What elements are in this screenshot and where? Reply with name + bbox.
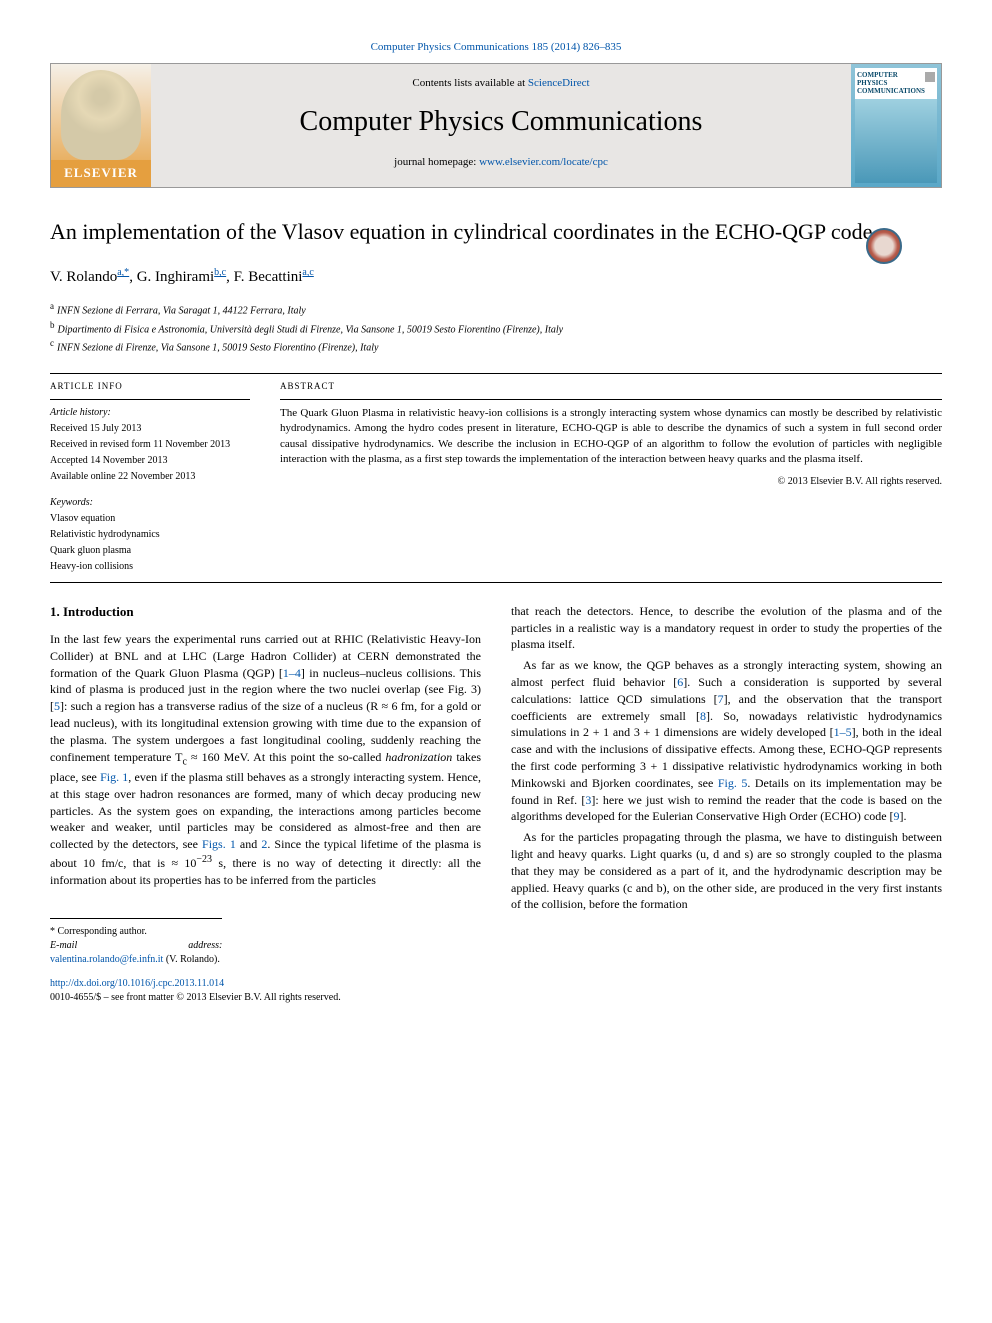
title-block: An implementation of the Vlasov equation… (50, 218, 942, 247)
intro-para-1: In the last few years the experimental r… (50, 631, 481, 889)
email-link[interactable]: valentina.rolando@fe.infn.it (50, 954, 163, 965)
doi-rest: 0010-4655/$ – see front matter © 2013 El… (50, 992, 341, 1003)
keyword-3: Heavy-ion collisions (50, 560, 250, 574)
ref-7[interactable]: 7 (718, 692, 724, 706)
column-right: that reach the detectors. Hence, to desc… (511, 603, 942, 968)
ref-6[interactable]: 6 (677, 675, 683, 689)
cover-title: COMPUTER PHYSICS COMMUNICATIONS (855, 68, 937, 99)
section-1-heading: 1. Introduction (50, 603, 481, 621)
affil-a: aINFN Sezione di Ferrara, Via Saragat 1,… (50, 300, 942, 318)
abstract: ABSTRACT The Quark Gluon Plasma in relat… (280, 380, 942, 576)
author-0: V. Rolandoa,* (50, 269, 129, 285)
elsevier-label: ELSEVIER (51, 160, 151, 186)
history-head: Article history: (50, 406, 250, 420)
intro-para-4: As for the particles propagating through… (511, 829, 942, 913)
crossmark-icon[interactable] (866, 228, 902, 264)
footnote-corresponding: * Corresponding author. (50, 925, 222, 939)
journal-name: Computer Physics Communications (171, 102, 831, 141)
ref-9[interactable]: 9 (894, 809, 900, 823)
author-2: F. Becattinia,c (234, 269, 314, 285)
history-0: Received 15 July 2013 (50, 422, 250, 436)
doi-line: http://dx.doi.org/10.1016/j.cpc.2013.11.… (50, 977, 942, 1005)
abstract-divider (280, 399, 942, 400)
history-2: Accepted 14 November 2013 (50, 454, 250, 468)
homepage-line: journal homepage: www.elsevier.com/locat… (171, 155, 831, 170)
citation-link[interactable]: Computer Physics Communications 185 (201… (371, 41, 622, 53)
journal-cover: COMPUTER PHYSICS COMMUNICATIONS (851, 64, 941, 186)
paper-title: An implementation of the Vlasov equation… (50, 218, 942, 247)
affil-c: cINFN Sezione di Firenze, Via Sansone 1,… (50, 337, 942, 355)
history-3: Available online 22 November 2013 (50, 470, 250, 484)
keyword-0: Vlasov equation (50, 512, 250, 526)
fig-2-link[interactable]: 2 (261, 837, 267, 851)
keywords: Vlasov equation Relativistic hydrodynami… (50, 512, 250, 574)
info-divider (50, 399, 250, 400)
affiliations: aINFN Sezione di Ferrara, Via Saragat 1,… (50, 300, 942, 355)
affil-b: bDipartimento di Fisica e Astronomia, Un… (50, 319, 942, 337)
ref-1-4[interactable]: 1–4 (283, 666, 301, 680)
publisher-mark-icon (925, 72, 935, 82)
contents-available: Contents lists available at ScienceDirec… (171, 76, 831, 91)
doi-link[interactable]: http://dx.doi.org/10.1016/j.cpc.2013.11.… (50, 978, 224, 989)
body-columns: 1. Introduction In the last few years th… (50, 603, 942, 968)
fig-5-link[interactable]: Fig. 5 (718, 776, 748, 790)
ref-3[interactable]: 3 (585, 793, 591, 807)
keywords-head: Keywords: (50, 496, 250, 510)
column-left: 1. Introduction In the last few years th… (50, 603, 481, 968)
article-info-heading: ARTICLE INFO (50, 380, 250, 393)
article-history: Article history: Received 15 July 2013 R… (50, 406, 250, 484)
abstract-text: The Quark Gluon Plasma in relativistic h… (280, 406, 942, 468)
fig-1-link[interactable]: Fig. 1 (100, 770, 128, 784)
authors: V. Rolandoa,*, G. Inghiramib,c, F. Becat… (50, 266, 942, 288)
divider-bottom (50, 582, 942, 583)
homepage-prefix: journal homepage: (394, 156, 479, 168)
intro-para-2: that reach the detectors. Hence, to desc… (511, 603, 942, 653)
author-0-affil[interactable]: a,* (117, 267, 129, 278)
history-1: Received in revised form 11 November 201… (50, 438, 250, 452)
divider-top (50, 373, 942, 374)
contents-prefix: Contents lists available at (412, 77, 527, 89)
footnote-email: E-mail address: valentina.rolando@fe.inf… (50, 939, 222, 967)
keyword-1: Relativistic hydrodynamics (50, 528, 250, 542)
elsevier-logo: ELSEVIER (51, 64, 151, 186)
pref-1-5[interactable]: 1–5 (834, 725, 852, 739)
figs-1-2-link[interactable]: Figs. 1 (202, 837, 236, 851)
elsevier-tree-icon (61, 70, 141, 160)
homepage-link[interactable]: www.elsevier.com/locate/cpc (479, 156, 608, 168)
footnotes: * Corresponding author. E-mail address: … (50, 918, 222, 967)
keyword-2: Quark gluon plasma (50, 544, 250, 558)
author-1-affil[interactable]: b,c (214, 267, 226, 278)
cover-body (855, 99, 937, 182)
intro-para-3: As far as we know, the QGP behaves as a … (511, 657, 942, 825)
top-citation: Computer Physics Communications 185 (201… (50, 40, 942, 55)
author-1: G. Inghiramib,c (137, 269, 226, 285)
author-2-affil[interactable]: a,c (302, 267, 313, 278)
ref-5[interactable]: 5 (54, 699, 60, 713)
header-center: Contents lists available at ScienceDirec… (151, 64, 851, 186)
ref-8[interactable]: 8 (700, 709, 706, 723)
abstract-heading: ABSTRACT (280, 380, 942, 393)
article-info: ARTICLE INFO Article history: Received 1… (50, 380, 250, 576)
journal-header: ELSEVIER Contents lists available at Sci… (50, 63, 942, 187)
info-abstract-row: ARTICLE INFO Article history: Received 1… (50, 380, 942, 576)
sciencedirect-link[interactable]: ScienceDirect (528, 77, 590, 89)
copyright: © 2013 Elsevier B.V. All rights reserved… (280, 475, 942, 489)
